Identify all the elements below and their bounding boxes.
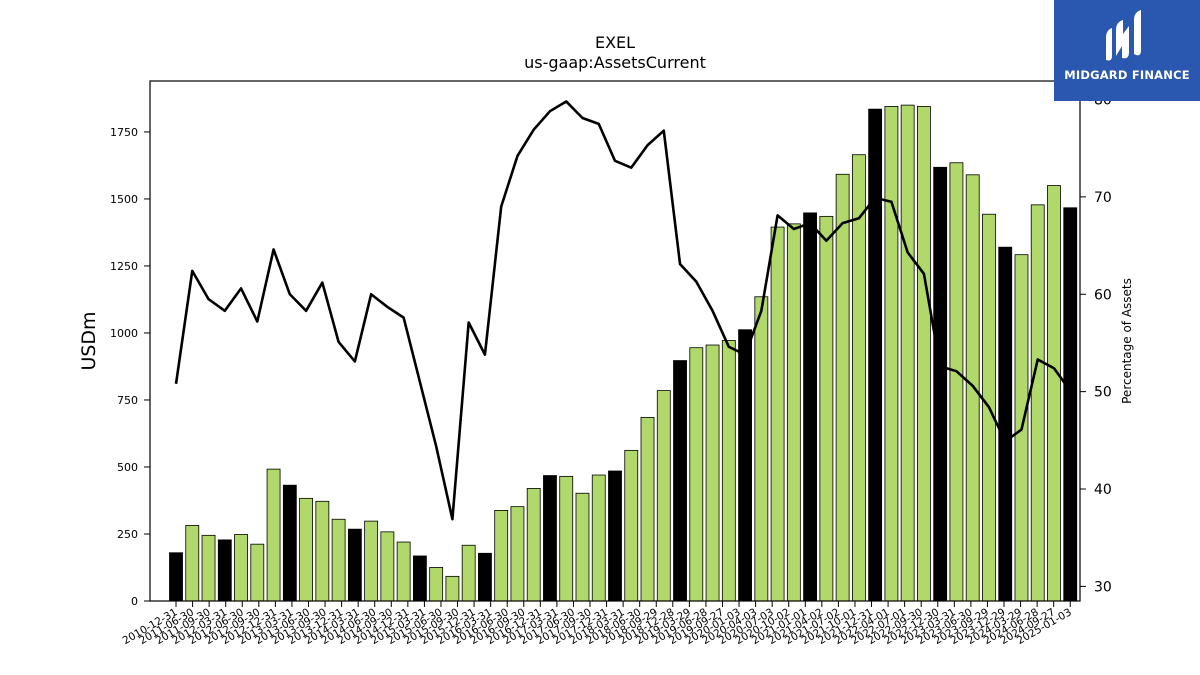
y-tick-label: 1750 <box>110 126 138 139</box>
bar-2015-06-30 <box>445 575 460 602</box>
bar-2024-09-27 <box>1047 185 1061 602</box>
bar-2019-12-31 <box>738 329 752 602</box>
bar-2020-09-30 <box>786 223 801 602</box>
bar-2022-01-01 <box>868 108 883 602</box>
bar-2013-03-31 <box>299 497 313 602</box>
bar-2018-12-31 <box>673 360 687 602</box>
y2-tick-label: 70 <box>1094 190 1112 206</box>
bar-2012-12-31 <box>282 484 297 602</box>
bar-2017-12-31 <box>608 470 622 602</box>
bar-2010-12-31 <box>169 552 183 602</box>
brand-logo-text: MIDGARD FINANCE <box>1064 68 1190 82</box>
y-tick-label: 1250 <box>110 260 138 273</box>
y-axis-label: USDm <box>78 311 100 370</box>
bar-2023-12-29 <box>998 246 1013 602</box>
plot-frame <box>149 80 1081 602</box>
y-tick-label: 750 <box>117 394 138 407</box>
bar-2016-06-30 <box>510 506 525 602</box>
bar-2018-09-30 <box>656 390 671 602</box>
y-tick-label: 1000 <box>110 327 138 340</box>
bar-2014-09-30 <box>396 541 411 602</box>
y2-tick-label: 40 <box>1094 482 1112 498</box>
bar-2014-06-30 <box>380 531 395 602</box>
bar-2014-12-31 <box>412 555 427 602</box>
bar-2017-03-31 <box>559 475 574 602</box>
x-axis-ticks: 2010-12-312011-06-302011-09-302012-03-31… <box>121 601 1074 647</box>
bar-2015-09-30 <box>461 544 476 602</box>
y-tick-label: 0 <box>131 595 138 608</box>
bar-2021-01-01 <box>803 212 818 602</box>
y2-tick-label: 60 <box>1094 287 1112 303</box>
bar-2011-09-30 <box>201 534 216 602</box>
bar-2025-01-03 <box>1063 207 1078 602</box>
bar-2022-07-01 <box>900 104 915 602</box>
bar-2013-09-30 <box>331 518 346 602</box>
bar-2013-12-31 <box>347 528 362 602</box>
y2-tick-label: 30 <box>1094 579 1112 595</box>
bar-2014-03-31 <box>364 520 379 602</box>
bar-2021-04-02 <box>819 215 834 602</box>
line-series <box>174 100 1072 521</box>
left-axis-ticks: 0 250 500 750 1000 1250 1500 1750 <box>110 126 150 608</box>
bar-2013-06-30 <box>315 500 330 602</box>
bar-2016-09-30 <box>526 488 541 602</box>
bar-2015-03-31 <box>429 567 444 602</box>
bar-2017-09-30 <box>591 474 606 602</box>
bar-2024-06-28 <box>1030 204 1045 602</box>
bar-2019-03-31 <box>689 347 704 602</box>
bar-2023-03-31 <box>949 162 964 602</box>
bar-2022-09-30 <box>917 106 931 602</box>
right-axis-ticks: 304050607080 <box>1080 93 1112 595</box>
bar-2011-12-31 <box>217 539 232 602</box>
brand-logo: MIDGARD FINANCE <box>1054 0 1200 101</box>
bar-2019-09-30 <box>721 340 736 602</box>
y-tick-label: 1500 <box>110 193 138 206</box>
bar-2016-03-31 <box>494 509 509 602</box>
bar-2020-03-31 <box>754 296 769 602</box>
y2-tick-label: 50 <box>1094 385 1112 401</box>
bar-2021-10-01 <box>851 154 866 602</box>
bar-2015-12-31 <box>478 552 492 602</box>
bar-2020-06-30 <box>770 226 785 602</box>
bar-2012-03-31 <box>234 534 248 602</box>
percentage-line <box>174 100 1072 521</box>
midgard-logo-icon <box>1106 10 1141 61</box>
y2-axis-label: Percentage of Assets <box>1120 278 1134 404</box>
bar-2016-12-31 <box>543 475 557 602</box>
y-tick-label: 500 <box>117 461 138 474</box>
chart-subtitle: us-gaap:AssetsCurrent <box>524 53 706 72</box>
bar-2012-06-30 <box>250 543 265 602</box>
y-tick-label: 250 <box>117 528 138 541</box>
chart-title: EXEL <box>595 33 635 52</box>
bar-2019-06-30 <box>705 344 720 602</box>
bar-2012-09-30 <box>266 468 281 602</box>
bar-2018-03-31 <box>624 449 639 602</box>
bar-2022-04-01 <box>884 106 899 602</box>
bar-2021-07-02 <box>835 173 850 602</box>
bar-2017-06-30 <box>575 492 590 602</box>
bar-2011-06-30 <box>185 525 200 602</box>
bar-2022-12-30 <box>933 166 948 602</box>
bar-2018-06-30 <box>640 416 655 602</box>
bar-series <box>169 104 1078 602</box>
